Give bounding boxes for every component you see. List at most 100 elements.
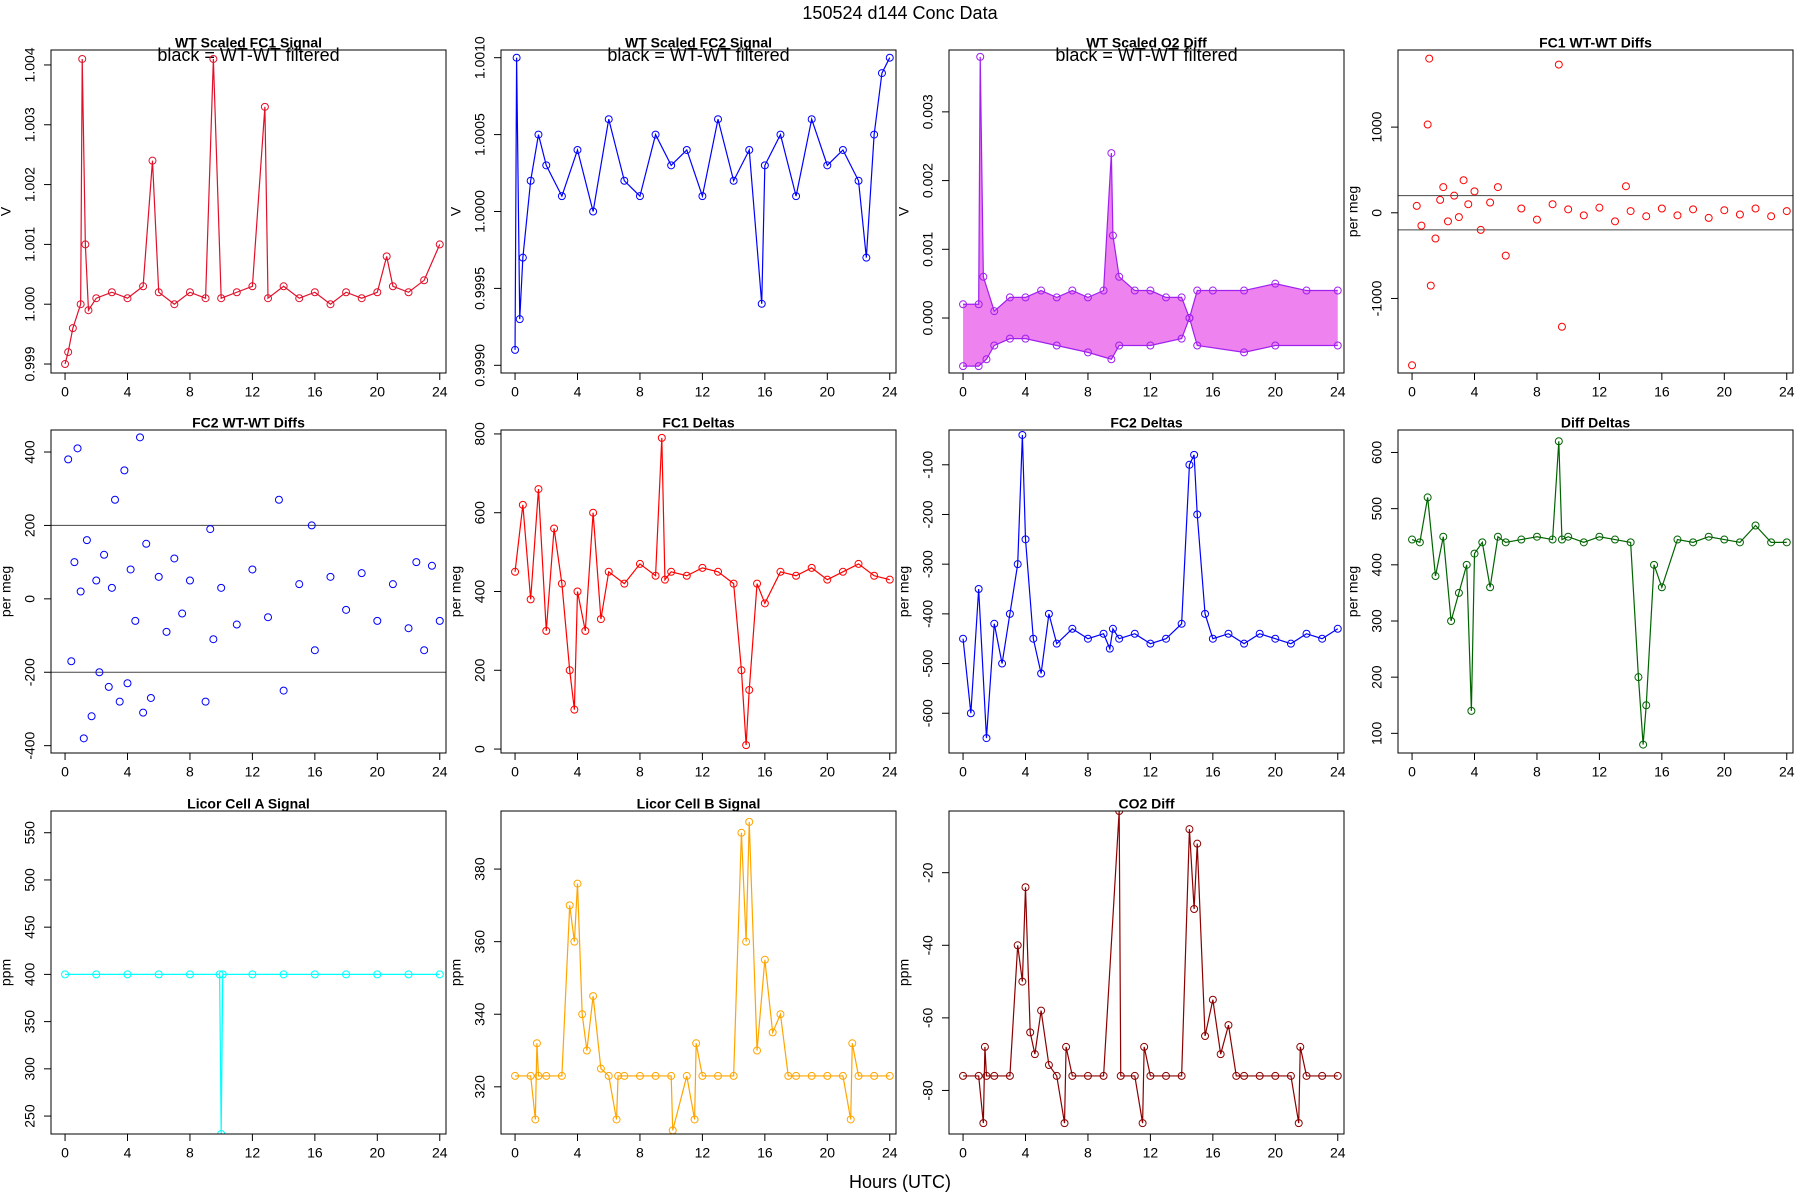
y-tick-label: 0 bbox=[22, 595, 38, 603]
data-point bbox=[154, 288, 163, 297]
series-line bbox=[1411, 441, 1787, 745]
data-point bbox=[1493, 183, 1502, 192]
data-point bbox=[1486, 583, 1495, 592]
x-tick-label: 20 bbox=[370, 384, 386, 400]
y-axis-label: ppm bbox=[448, 959, 464, 986]
data-point bbox=[838, 567, 847, 576]
data-point bbox=[635, 559, 644, 568]
data-point bbox=[1639, 740, 1648, 749]
y-tick-label: 200 bbox=[22, 514, 38, 538]
data-point bbox=[792, 192, 801, 201]
y-tick-label: 400 bbox=[22, 440, 38, 464]
data-point bbox=[1423, 120, 1432, 129]
data-point bbox=[1083, 1071, 1092, 1080]
data-point bbox=[807, 115, 816, 124]
data-point bbox=[1431, 234, 1440, 243]
y-tick-label: 300 bbox=[22, 1057, 38, 1081]
plot-frame bbox=[948, 49, 1345, 374]
y-axis-label: ppm bbox=[896, 959, 912, 986]
y-tick-label: 320 bbox=[472, 1075, 488, 1099]
data-point bbox=[404, 970, 413, 979]
plot-area bbox=[511, 53, 894, 354]
data-point bbox=[1083, 348, 1092, 357]
x-tick-label: 24 bbox=[1330, 764, 1346, 780]
data-point bbox=[1704, 532, 1713, 541]
data-point bbox=[542, 626, 551, 635]
data-point bbox=[974, 585, 983, 594]
y-tick-label: -40 bbox=[920, 935, 936, 955]
data-point bbox=[142, 539, 151, 548]
data-point bbox=[515, 315, 524, 324]
data-point bbox=[1564, 532, 1573, 541]
data-point bbox=[1462, 560, 1471, 569]
data-point bbox=[1720, 206, 1729, 215]
data-point bbox=[1454, 588, 1463, 597]
data-point bbox=[565, 901, 574, 910]
data-point bbox=[1464, 200, 1473, 209]
data-point bbox=[139, 708, 148, 717]
y-tick-label: 1.003 bbox=[22, 107, 38, 142]
data-point bbox=[1564, 205, 1573, 214]
panel: Licor Cell A Signal ppm 0 4 8 12 16 20 24 250 300 3… bbox=[0, 796, 448, 1161]
data-point bbox=[807, 563, 816, 572]
x-tick-label: 24 bbox=[882, 1145, 898, 1161]
y-axis-label: V bbox=[448, 206, 464, 216]
y-tick-label: -600 bbox=[920, 699, 936, 727]
data-point bbox=[1673, 211, 1682, 220]
data-point bbox=[435, 616, 444, 625]
y-tick-label: 1.002 bbox=[22, 167, 38, 202]
x-tick-label: 0 bbox=[511, 384, 519, 400]
data-point bbox=[1548, 200, 1557, 209]
plot-area bbox=[51, 433, 446, 743]
x-tick-label: 16 bbox=[1205, 384, 1221, 400]
data-point bbox=[846, 1115, 855, 1124]
data-point bbox=[1193, 839, 1202, 848]
data-point bbox=[209, 54, 218, 63]
data-point bbox=[1478, 538, 1487, 547]
data-point bbox=[1115, 811, 1124, 815]
data-point bbox=[1005, 293, 1014, 302]
x-tick-label: 0 bbox=[61, 384, 69, 400]
data-point bbox=[1426, 281, 1435, 290]
data-point bbox=[870, 1071, 879, 1080]
y-tick-label: 250 bbox=[22, 1104, 38, 1128]
data-point bbox=[1554, 437, 1563, 446]
data-point bbox=[1018, 430, 1027, 439]
data-point bbox=[526, 595, 535, 604]
data-point bbox=[1333, 1071, 1342, 1080]
data-point bbox=[526, 176, 535, 185]
data-point bbox=[1240, 286, 1249, 295]
data-point bbox=[1193, 341, 1202, 350]
data-point bbox=[1005, 334, 1014, 343]
data-point bbox=[959, 362, 968, 371]
data-point bbox=[1005, 1071, 1014, 1080]
data-point bbox=[1201, 609, 1210, 618]
data-point bbox=[61, 970, 70, 979]
data-point bbox=[1557, 322, 1566, 331]
data-point bbox=[295, 294, 304, 303]
plot-frame bbox=[1397, 429, 1794, 754]
x-tick-label: 12 bbox=[695, 1145, 711, 1161]
x-tick-label: 4 bbox=[124, 384, 132, 400]
data-point bbox=[1224, 629, 1233, 638]
data-point bbox=[651, 571, 660, 580]
data-point bbox=[64, 348, 73, 357]
data-point bbox=[76, 300, 85, 309]
y-tick-label: 360 bbox=[472, 930, 488, 954]
y-tick-label: -100 bbox=[920, 451, 936, 479]
data-point bbox=[81, 240, 90, 249]
x-tick-label: 12 bbox=[695, 384, 711, 400]
data-point bbox=[185, 576, 194, 585]
data-point bbox=[959, 1071, 968, 1080]
data-point bbox=[729, 1071, 738, 1080]
data-point bbox=[1532, 532, 1541, 541]
x-tick-label: 8 bbox=[1084, 384, 1092, 400]
data-point bbox=[146, 693, 155, 702]
data-point bbox=[1595, 532, 1604, 541]
data-point bbox=[1083, 634, 1092, 643]
x-tick-label: 12 bbox=[245, 384, 261, 400]
y-tick-label: 200 bbox=[472, 658, 488, 682]
data-point bbox=[232, 620, 241, 629]
x-tick-label: 16 bbox=[1654, 384, 1670, 400]
